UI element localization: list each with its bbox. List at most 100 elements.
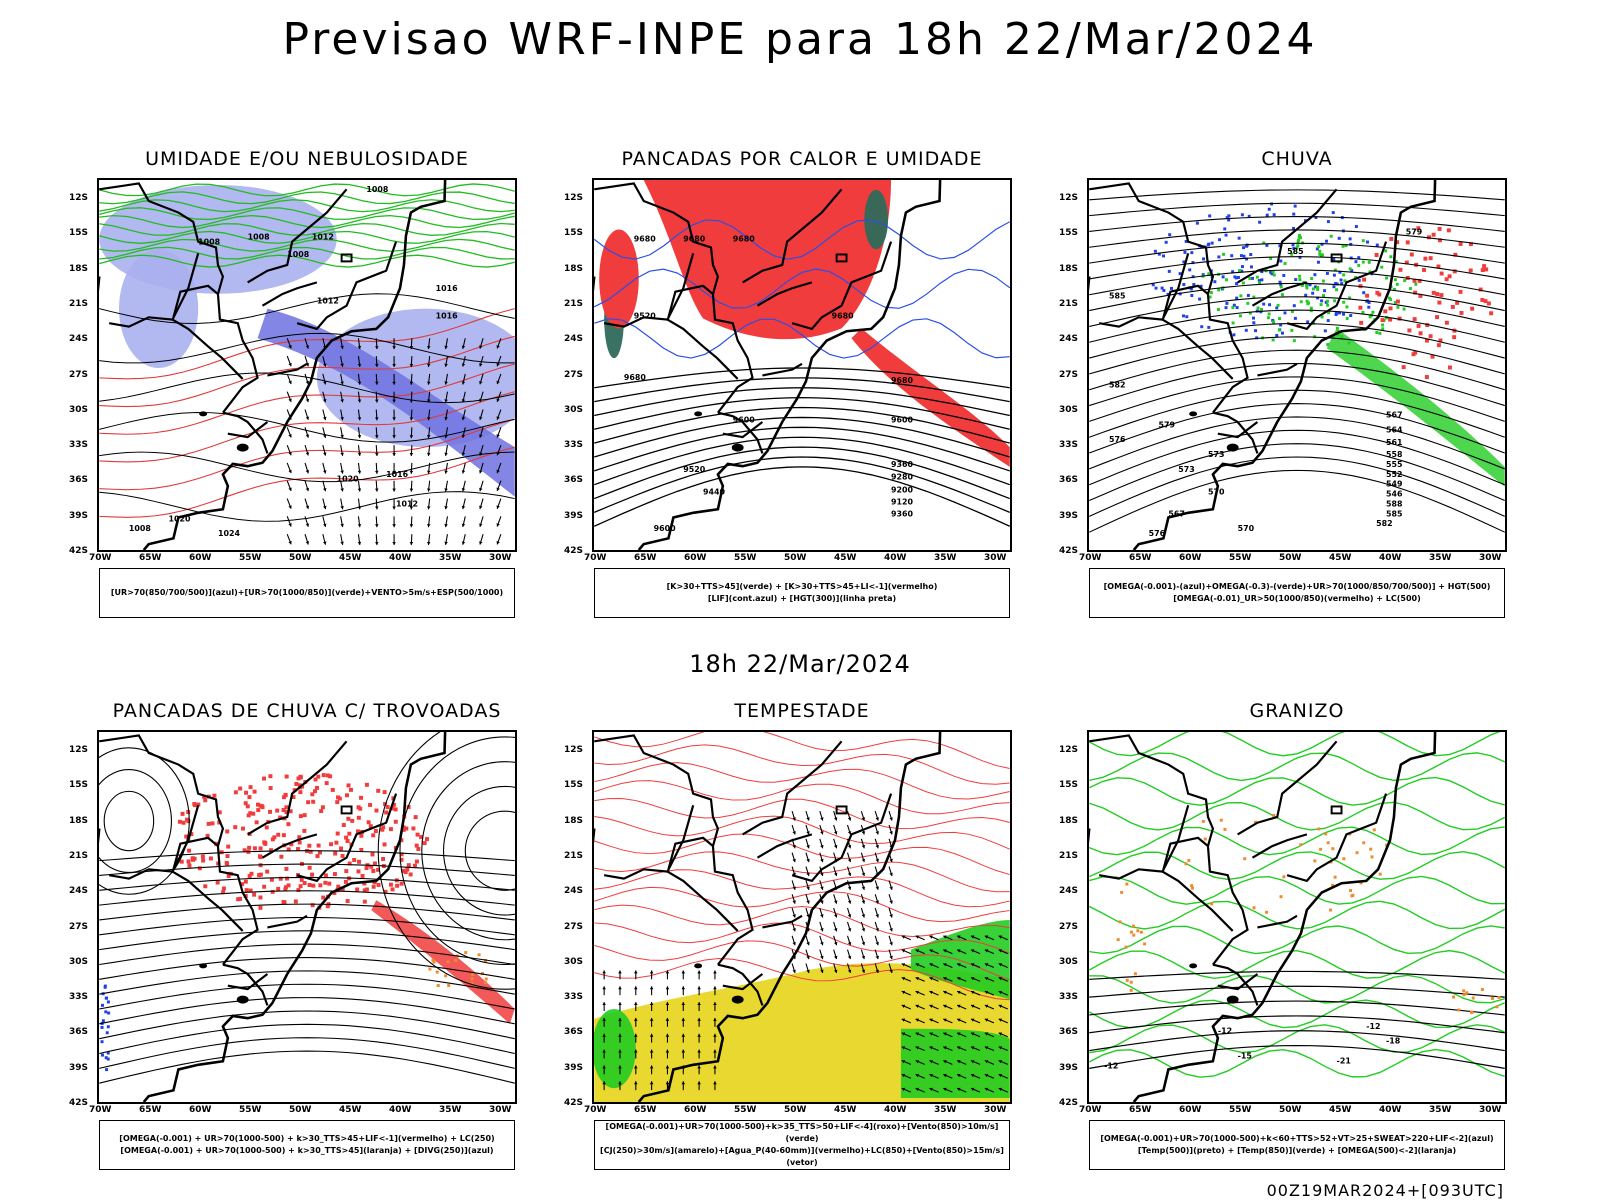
lat-label: 36S: [69, 475, 89, 486]
legend-line: [OMEGA(-0.001)+UR>70(1000-500)+k>35_TTS>…: [605, 1122, 999, 1143]
lon-label: 65W: [634, 1105, 657, 1115]
contour-label: 585: [1287, 247, 1304, 256]
lon-label: 35W: [1429, 553, 1452, 563]
map-canvas-pancadas-calor: 9680 9680 9680 9680 9680 9600 9600 9520 9440 9360…: [594, 180, 1010, 550]
country-borders: [1089, 732, 1437, 1102]
lat-label: 36S: [564, 1027, 584, 1038]
lat-label: 24S: [564, 886, 584, 897]
contour-label: 546: [1386, 490, 1403, 499]
lon-label: 55W: [239, 1105, 262, 1115]
panel-title-tempestade: TEMPESTADE: [734, 700, 870, 722]
lon-label: 35W: [439, 1105, 462, 1115]
lon-label: 55W: [239, 553, 262, 563]
lon-label: 70W: [1079, 1105, 1102, 1115]
contour-label: 9280: [891, 473, 914, 482]
contour-label: 567: [1168, 509, 1185, 518]
lat-label: 24S: [1059, 334, 1079, 345]
contour-label: 555: [1386, 460, 1403, 469]
lon-label: 65W: [634, 553, 657, 563]
legend-umidade: [UR>70(850/700/500)](azul)+[UR>70(1000/8…: [99, 568, 515, 618]
contour-label: 1020: [337, 475, 360, 484]
wind850-area-south: [900, 1028, 1010, 1099]
lat-label: 30S: [69, 404, 89, 415]
lat-label: 30S: [1059, 956, 1079, 967]
lat-label: 24S: [69, 334, 89, 345]
contour-label: 1008: [248, 232, 271, 241]
lon-label: 60W: [684, 553, 707, 563]
contour-label: 585: [1109, 292, 1126, 301]
lon-label: 60W: [1179, 553, 1202, 563]
lon-label: 60W: [189, 1105, 212, 1115]
lat-label: 12S: [564, 193, 584, 204]
lat-label: 24S: [564, 334, 584, 345]
contour-label: 1024: [218, 529, 241, 538]
divergence-blue: [100, 984, 111, 1072]
contour-label: 9600: [891, 415, 914, 424]
lat-label: 36S: [1059, 1027, 1079, 1038]
contour-labels: 9680 9680 9680 9680 9680 9600 9600 9520 9440 9360…: [624, 234, 914, 533]
lat-label: 18S: [1059, 263, 1079, 274]
omega500-west: [1116, 882, 1147, 992]
lat-label: 30S: [564, 404, 584, 415]
contour-label: 1016: [436, 312, 459, 321]
lat-label: 21S: [1059, 851, 1079, 862]
contour-label: -15: [1238, 1051, 1252, 1060]
contour-label: 9200: [891, 486, 914, 495]
map-canvas-chuva: 5855855825795765735705675645615585555525…: [1089, 180, 1505, 550]
lon-label: 70W: [1079, 553, 1102, 563]
contour-label: 9600: [654, 524, 677, 533]
lon-label: 30W: [489, 553, 512, 563]
lat-label: 42S: [69, 1098, 89, 1108]
country-borders: [1089, 180, 1437, 550]
panel-title-chuva: CHUVA: [1261, 148, 1333, 170]
contour-label: 573: [1208, 450, 1225, 459]
lon-label: 60W: [684, 1105, 707, 1115]
lat-label: 42S: [564, 546, 584, 556]
lon-label: 40W: [884, 1105, 907, 1115]
lon-label: 45W: [1329, 1105, 1352, 1115]
lon-label: 50W: [289, 1105, 312, 1115]
legend-line: [OMEGA(-0.001) + UR>70(1000-500) + k>30_…: [119, 1134, 495, 1143]
legend-line: [OMEGA(-0.001) + UR>70(1000-500) + k>30_…: [120, 1146, 494, 1155]
contour-label: 1008: [366, 185, 389, 194]
core-humidity-band: [257, 308, 515, 497]
contour-label: 9680: [891, 376, 914, 385]
lat-label: 42S: [564, 1098, 584, 1108]
run-footer: 00Z19MAR2024+[093UTC]: [1266, 1181, 1504, 1200]
contour-label: 564: [1386, 425, 1403, 434]
rain-red: [1358, 226, 1494, 380]
lon-label: 65W: [1129, 1105, 1152, 1115]
map-canvas-umidade: 1008100810081008101210121016101610201016…: [99, 180, 515, 550]
contour-label: 9680: [832, 312, 855, 321]
contour-label: 579: [1406, 227, 1423, 236]
legend-tempestade: [OMEGA(-0.001)+UR>70(1000-500)+k>35_TTS>…: [594, 1120, 1010, 1170]
legend-line: [OMEGA(-0.001)+UR>70(1000-500)+k<60+TTS>…: [1100, 1134, 1494, 1143]
wind850-west: [594, 1009, 636, 1089]
contour-labels: 1008100810081008101210121016101610201016…: [129, 185, 458, 538]
contour-label: 576: [1149, 529, 1166, 538]
lon-label: 35W: [1429, 1105, 1452, 1115]
wind850-area: [910, 919, 1010, 1000]
legend-chuva: [OMEGA(-0.001)-(azul)+OMEGA(-0.3)-(verde…: [1089, 568, 1505, 618]
contour-label: 9680: [634, 234, 657, 243]
lat-label: 39S: [69, 510, 89, 521]
map-canvas-tempestade: [594, 732, 1010, 1102]
contour-label: 9680: [733, 234, 756, 243]
lat-label: 27S: [69, 369, 89, 380]
wind-vectors-east: [901, 935, 1008, 1093]
legend-line: [CJ(250)>30m/s](amarelo)+[Agua_P(40-60mm…: [600, 1146, 1004, 1167]
lon-label: 35W: [934, 553, 957, 563]
lat-label: 30S: [69, 956, 89, 967]
lat-label: 39S: [1059, 510, 1079, 521]
lat-label: 30S: [564, 956, 584, 967]
contour-label: 552: [1386, 470, 1403, 479]
lon-label: 40W: [1379, 1105, 1402, 1115]
contour-label: 1016: [436, 284, 459, 293]
anticyclone-streamlines: [99, 732, 515, 990]
lon-label: 70W: [584, 553, 607, 563]
legend-granizo: [OMEGA(-0.001)+UR>70(1000-500)+k<60+TTS>…: [1089, 1120, 1505, 1170]
legend-pancadas-trovoadas: [OMEGA(-0.001) + UR>70(1000-500) + k>30_…: [99, 1120, 515, 1170]
lat-label: 33S: [1059, 440, 1079, 451]
map-granizo: -12 -12 -15 -18 -21 -12: [1087, 730, 1507, 1104]
wind-vectors: [791, 810, 893, 974]
